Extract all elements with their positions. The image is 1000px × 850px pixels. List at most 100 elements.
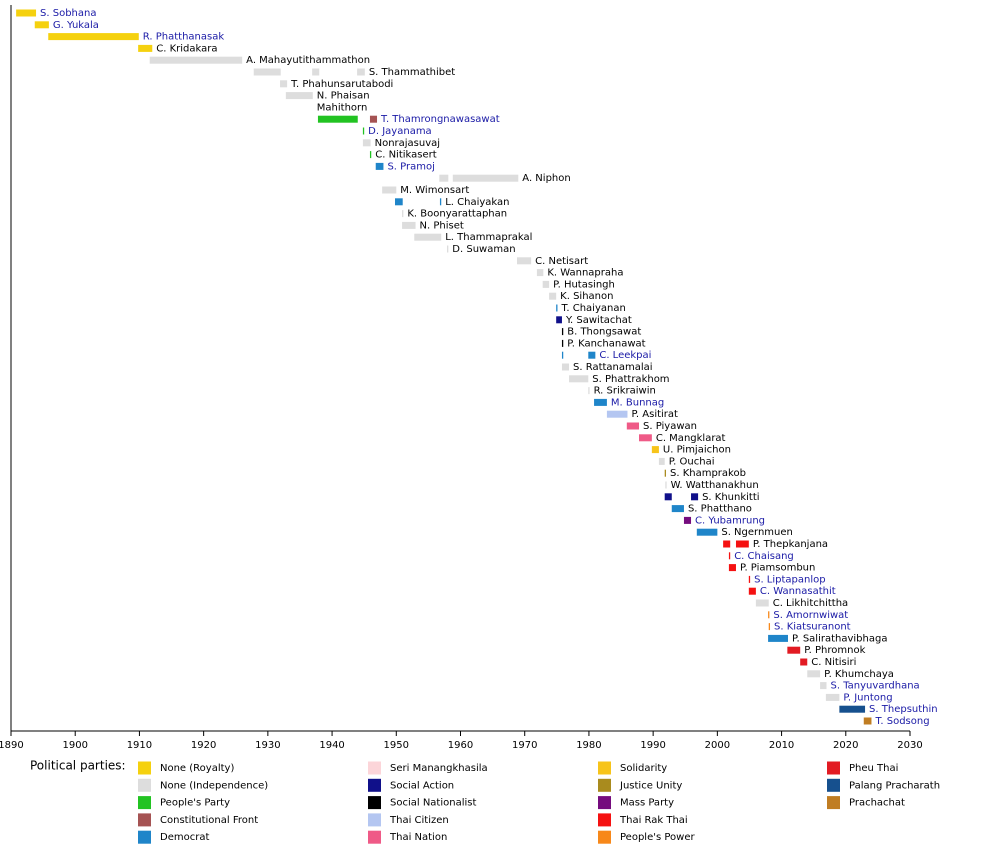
minister-name: N. Phiset: [420, 220, 464, 231]
legend-label: Justice Unity: [619, 780, 682, 791]
tenure-bar: [357, 68, 365, 76]
legend-swatch: [368, 796, 381, 810]
minister-name: Y. Sawitachat: [565, 315, 632, 326]
minister-name: S. Phattrakhom: [592, 374, 669, 385]
tenure-bar: [542, 280, 550, 288]
legend-label: People's Power: [620, 832, 695, 843]
legend-swatch: [138, 813, 151, 827]
tenure-bar: [696, 528, 718, 536]
x-tick-label: 1950: [384, 740, 409, 751]
x-tick-label: 1930: [255, 740, 280, 751]
x-tick-label: 1940: [319, 740, 344, 751]
tenure-bar: [748, 575, 751, 583]
minister-name: C. Mangklarat: [656, 433, 726, 444]
x-tick-label: 1920: [191, 740, 216, 751]
tenure-bar: [665, 481, 667, 489]
tenure-bar: [369, 151, 372, 159]
minister-name: A. Mahayutithammathon: [246, 55, 370, 66]
x-tick-label: 1890: [0, 740, 24, 751]
tenure-bar: [561, 351, 564, 359]
tenure-bar: [362, 139, 371, 147]
tenure-bar: [658, 457, 665, 465]
legend-label: Mass Party: [620, 798, 674, 809]
legend-label: Thai Citizen: [389, 815, 449, 826]
minister-name: S. Kiatsuranont: [774, 622, 851, 633]
tenure-bar: [402, 221, 416, 229]
minister-name: C. Kridakara: [156, 43, 217, 54]
x-tick-label: 2020: [833, 740, 858, 751]
legend-swatch: [598, 830, 611, 844]
tenure-bar: [606, 410, 628, 418]
tenure-bar: [452, 174, 519, 182]
minister-name: M. Wimonsart: [400, 185, 469, 196]
x-tick-label: 1900: [62, 740, 87, 751]
legend-swatch: [827, 778, 840, 792]
minister-name: T. Chaiyanan: [560, 303, 625, 314]
legend-label: Social Nationalist: [390, 798, 476, 809]
legend-swatch: [138, 796, 151, 810]
minister-name: N. Phaisan: [317, 91, 370, 102]
tenure-bar: [820, 682, 827, 690]
legend-swatch: [598, 778, 611, 792]
legend-swatch: [368, 813, 381, 827]
tenure-bar: [735, 540, 749, 548]
tenure-bar: [34, 21, 49, 29]
legend-swatch: [368, 778, 381, 792]
tenure-bar: [755, 599, 769, 607]
minister-name: L. Thammaprakal: [445, 232, 532, 243]
minister-name: B. Thongsawat: [567, 327, 641, 338]
minister-name: K. Wannapraha: [547, 268, 623, 279]
tenure-bar: [362, 127, 365, 135]
tenure-bar: [561, 328, 564, 336]
legend-swatch: [827, 796, 840, 810]
tenure-bar: [639, 434, 652, 442]
x-tick-label: 1970: [512, 740, 537, 751]
minister-name: P. Asitirat: [631, 409, 678, 420]
x-tick-label: 1980: [576, 740, 601, 751]
tenure-bar: [138, 44, 153, 52]
tenure-bar: [768, 611, 770, 619]
tenure-bar: [48, 33, 139, 41]
minister-name: Mahithorn: [317, 102, 368, 113]
minister-name: Nonrajasuvaj: [375, 138, 440, 149]
minister-name: K. Sihanon: [560, 291, 613, 302]
minister-name: S. Piyawan: [643, 421, 697, 432]
legend-swatch: [368, 830, 381, 844]
tenure-bar: [768, 623, 771, 631]
tenure-bar: [839, 705, 866, 713]
legend-swatch: [598, 813, 611, 827]
tenure-bar: [149, 56, 243, 64]
minister-name: C. Netisart: [535, 256, 588, 267]
tenure-bar: [728, 564, 736, 572]
minister-name: D. Jayanama: [368, 126, 432, 137]
legend-swatch: [598, 761, 611, 775]
tenure-bar: [588, 387, 590, 395]
legend-swatch: [138, 778, 151, 792]
tenure-bar: [556, 316, 562, 324]
tenure-bar: [863, 717, 872, 725]
minister-name: S. Khunkitti: [702, 492, 759, 503]
minister-name: S. Khamprakob: [670, 468, 746, 479]
legend-swatch: [138, 830, 151, 844]
minister-name: K. Boonyarattaphan: [407, 209, 507, 220]
tenure-bar: [561, 339, 564, 347]
tenure-bar: [375, 162, 384, 170]
tenure-bar: [549, 292, 557, 300]
legend-label: Constitutional Front: [160, 815, 258, 826]
minister-name: P. Thepkanjana: [753, 539, 828, 550]
x-tick-label: 2030: [897, 740, 922, 751]
legend-label: Thai Nation: [389, 832, 447, 843]
tenure-bar: [439, 198, 442, 206]
minister-name: S. Phatthano: [688, 504, 752, 515]
tenure-bar: [651, 446, 659, 454]
minister-name: M. Bunnag: [611, 397, 664, 408]
minister-name: C. Wannasathit: [760, 586, 836, 597]
legend-swatch: [138, 761, 151, 775]
tenure-bar: [414, 233, 442, 241]
tenure-bar: [402, 210, 404, 218]
minister-name: P. Salirathavibhaga: [792, 633, 887, 644]
legend-label: People's Party: [160, 798, 230, 809]
minister-name: R. Srikraiwin: [594, 386, 656, 397]
x-tick-label: 2010: [769, 740, 794, 751]
legend-label: Solidarity: [620, 763, 667, 774]
